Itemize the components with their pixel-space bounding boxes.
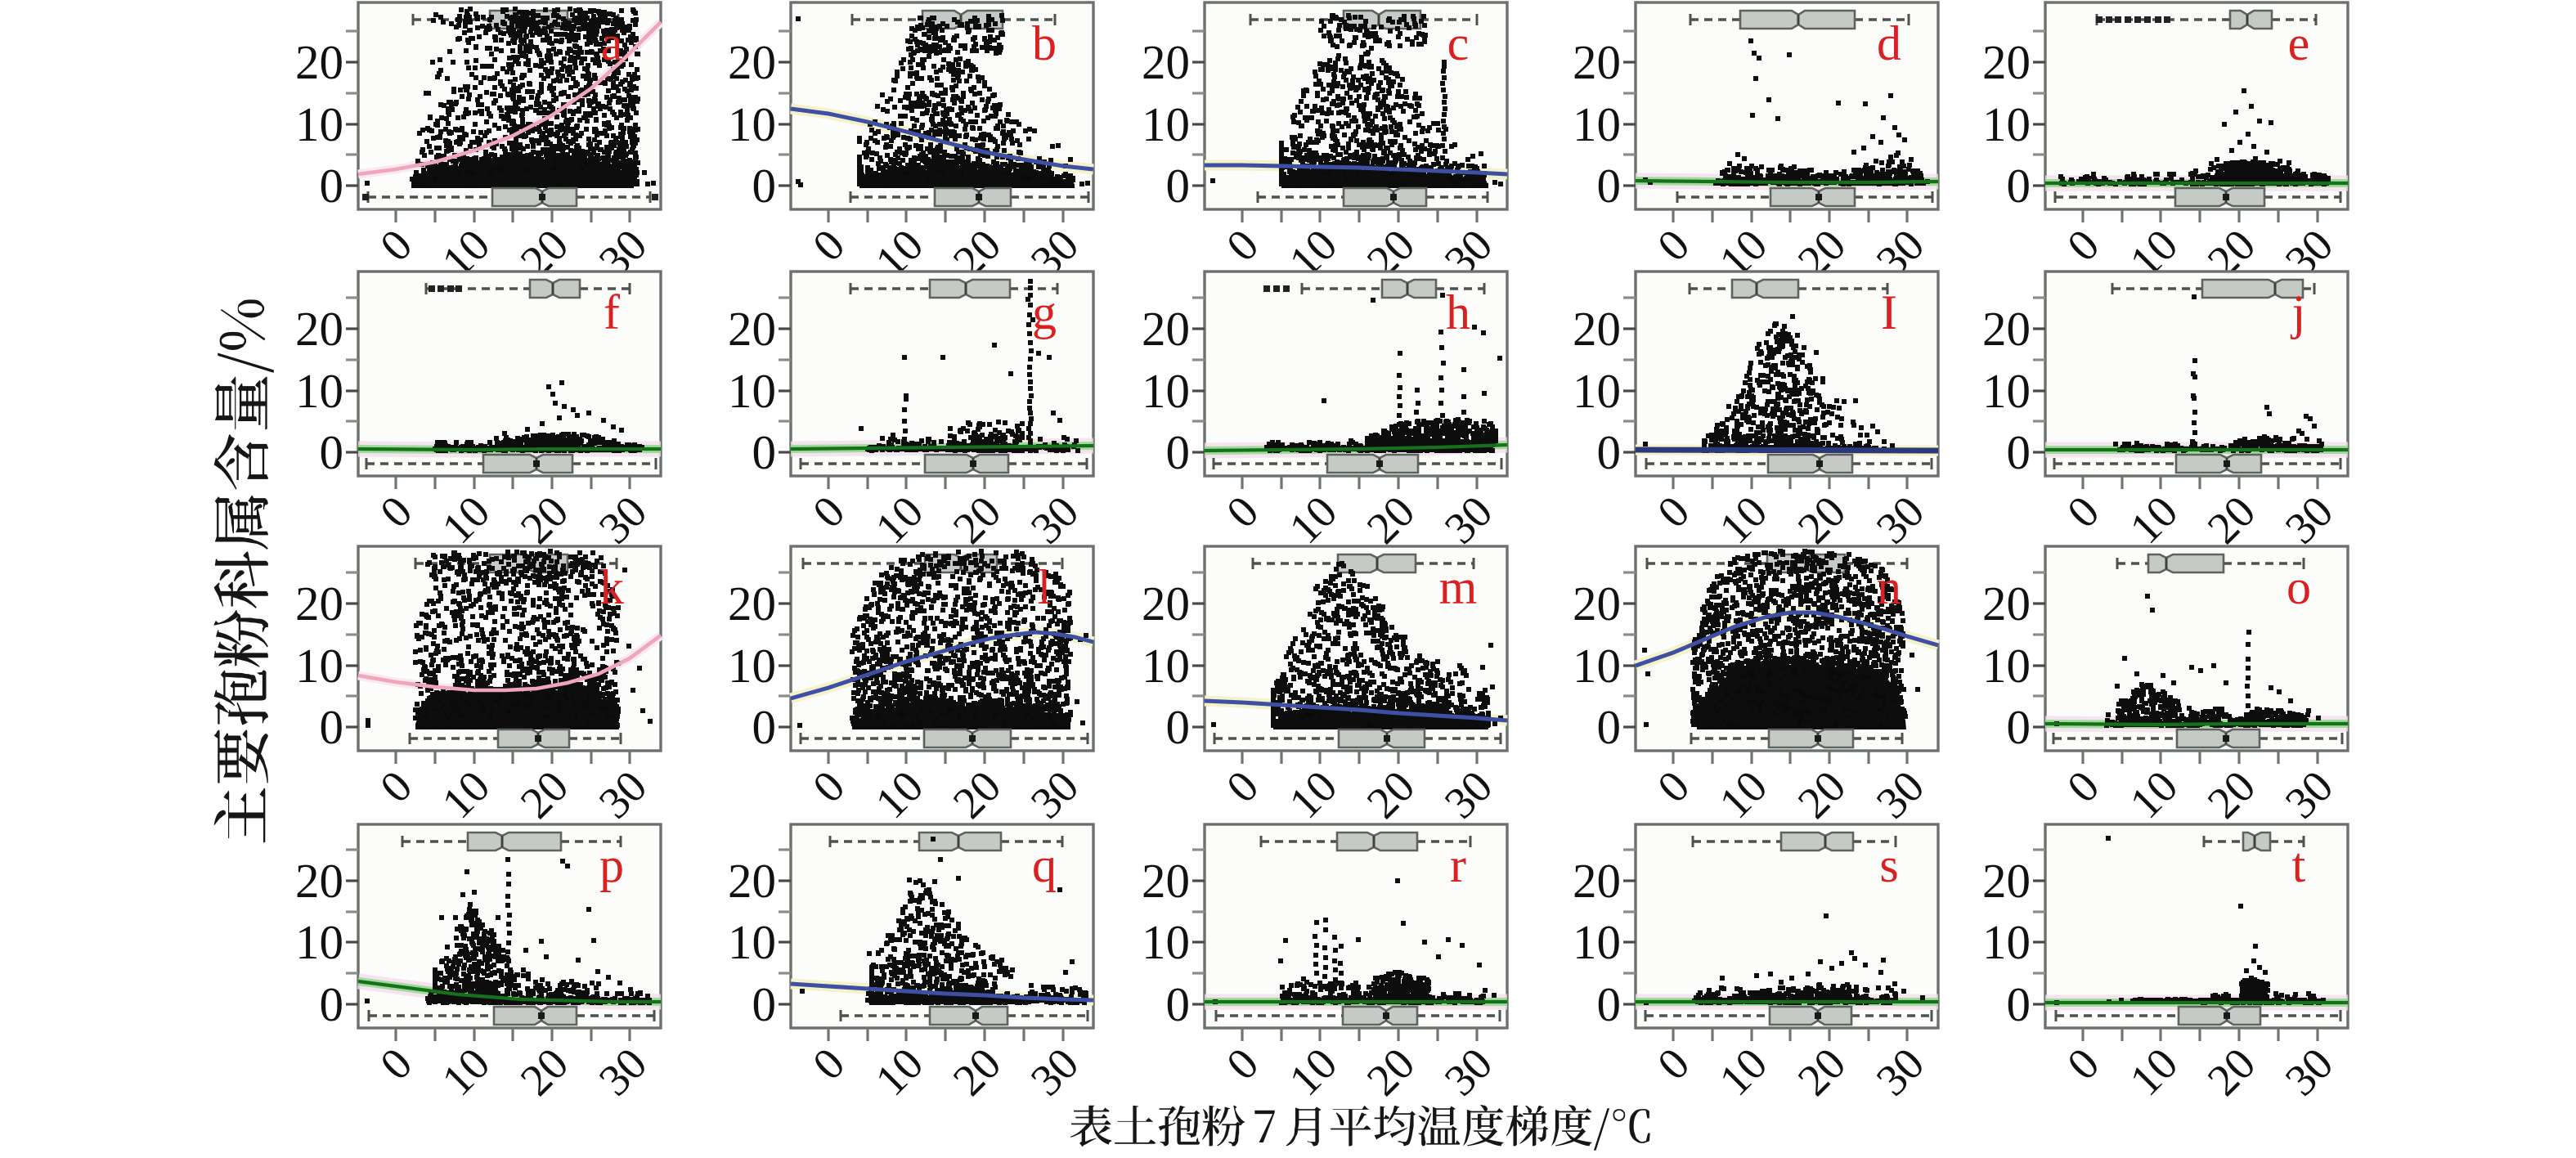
svg-text:10: 10 bbox=[1142, 915, 1190, 969]
svg-text:20: 20 bbox=[1142, 302, 1190, 356]
svg-text:h: h bbox=[1446, 285, 1470, 339]
svg-text:10: 10 bbox=[1573, 639, 1621, 693]
svg-text:c: c bbox=[1447, 16, 1470, 70]
svg-text:10: 10 bbox=[1142, 364, 1190, 418]
svg-text:0: 0 bbox=[1597, 425, 1622, 479]
svg-text:0: 0 bbox=[1597, 700, 1622, 754]
svg-text:q: q bbox=[1032, 838, 1057, 892]
svg-text:0: 0 bbox=[2007, 700, 2031, 754]
svg-text:10: 10 bbox=[295, 639, 343, 693]
svg-text:m: m bbox=[1439, 560, 1478, 614]
svg-text:0: 0 bbox=[752, 977, 777, 1031]
svg-text:t: t bbox=[2292, 838, 2306, 892]
svg-text:10: 10 bbox=[728, 639, 776, 693]
svg-text:10: 10 bbox=[295, 915, 343, 969]
svg-text:20: 20 bbox=[1573, 854, 1621, 908]
svg-text:20: 20 bbox=[1982, 854, 2031, 908]
svg-text:0: 0 bbox=[2007, 159, 2031, 213]
svg-text:20: 20 bbox=[295, 854, 343, 908]
svg-text:20: 20 bbox=[295, 35, 343, 89]
svg-text:0: 0 bbox=[320, 159, 344, 213]
svg-text:r: r bbox=[1450, 838, 1466, 892]
svg-text:10: 10 bbox=[1142, 97, 1190, 151]
svg-text:j: j bbox=[2291, 285, 2306, 339]
svg-text:10: 10 bbox=[1982, 97, 2031, 151]
svg-text:n: n bbox=[1877, 560, 1901, 614]
svg-text:20: 20 bbox=[728, 302, 776, 356]
svg-text:p: p bbox=[599, 838, 624, 892]
svg-text:20: 20 bbox=[1573, 577, 1621, 631]
svg-text:b: b bbox=[1032, 16, 1057, 70]
svg-text:10: 10 bbox=[1573, 97, 1621, 151]
svg-text:10: 10 bbox=[1982, 364, 2031, 418]
svg-text:0: 0 bbox=[1597, 159, 1622, 213]
svg-text:20: 20 bbox=[728, 35, 776, 89]
svg-text:0: 0 bbox=[752, 159, 777, 213]
svg-text:e: e bbox=[2288, 16, 2310, 70]
svg-text:10: 10 bbox=[1982, 639, 2031, 693]
svg-text:0: 0 bbox=[320, 977, 344, 1031]
svg-text:l: l bbox=[1038, 560, 1052, 614]
svg-text:0: 0 bbox=[320, 700, 344, 754]
svg-text:20: 20 bbox=[295, 577, 343, 631]
svg-text:o: o bbox=[2287, 560, 2311, 614]
svg-text:I: I bbox=[1881, 285, 1897, 339]
svg-text:a: a bbox=[601, 16, 623, 70]
svg-text:20: 20 bbox=[1142, 577, 1190, 631]
svg-text:20: 20 bbox=[1982, 302, 2031, 356]
svg-text:g: g bbox=[1032, 285, 1057, 339]
svg-text:0: 0 bbox=[752, 425, 777, 479]
svg-text:0: 0 bbox=[1166, 159, 1191, 213]
svg-text:10: 10 bbox=[728, 364, 776, 418]
svg-text:20: 20 bbox=[1982, 35, 2031, 89]
svg-text:10: 10 bbox=[1573, 364, 1621, 418]
svg-text:0: 0 bbox=[1166, 425, 1191, 479]
svg-text:0: 0 bbox=[2007, 425, 2031, 479]
svg-text:s: s bbox=[1879, 838, 1898, 892]
svg-text:10: 10 bbox=[295, 97, 343, 151]
svg-text:k: k bbox=[599, 560, 624, 614]
svg-text:20: 20 bbox=[1573, 35, 1621, 89]
svg-text:d: d bbox=[1877, 16, 1901, 70]
svg-text:0: 0 bbox=[1166, 700, 1191, 754]
svg-text:0: 0 bbox=[1166, 977, 1191, 1031]
svg-text:20: 20 bbox=[1142, 854, 1190, 908]
svg-text:20: 20 bbox=[1573, 302, 1621, 356]
svg-text:0: 0 bbox=[1597, 977, 1622, 1031]
svg-text:0: 0 bbox=[320, 425, 344, 479]
svg-text:20: 20 bbox=[1982, 577, 2031, 631]
svg-text:10: 10 bbox=[728, 97, 776, 151]
svg-text:0: 0 bbox=[2007, 977, 2031, 1031]
svg-text:10: 10 bbox=[1142, 639, 1190, 693]
svg-text:10: 10 bbox=[1982, 915, 2031, 969]
svg-text:20: 20 bbox=[728, 854, 776, 908]
svg-text:f: f bbox=[604, 285, 620, 339]
svg-text:0: 0 bbox=[752, 700, 777, 754]
svg-text:10: 10 bbox=[295, 364, 343, 418]
svg-text:20: 20 bbox=[295, 302, 343, 356]
svg-text:20: 20 bbox=[1142, 35, 1190, 89]
svg-text:10: 10 bbox=[1573, 915, 1621, 969]
svg-text:20: 20 bbox=[728, 577, 776, 631]
svg-text:10: 10 bbox=[728, 915, 776, 969]
